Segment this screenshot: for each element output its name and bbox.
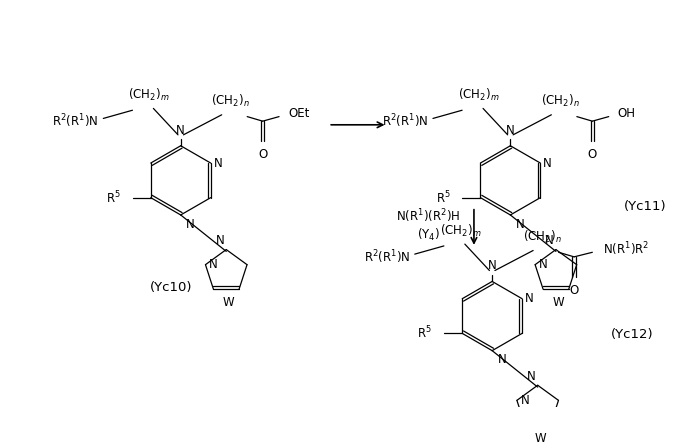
Text: R$^5$: R$^5$ [417,325,432,341]
Text: (Yc10): (Yc10) [150,281,193,293]
Text: (Yc12): (Yc12) [610,328,653,341]
Text: O: O [258,148,267,162]
Text: N: N [213,157,222,170]
Text: (CH$_2$)$_m$: (CH$_2$)$_m$ [458,87,499,103]
Text: N: N [539,258,547,271]
Text: N: N [521,394,529,407]
Text: N: N [488,259,496,272]
Text: N: N [216,234,224,247]
Text: O: O [588,148,597,162]
Text: N(R$^1$)R$^2$: N(R$^1$)R$^2$ [603,241,649,258]
Text: N: N [545,234,554,247]
Text: R$^2$(R$^1$)N: R$^2$(R$^1$)N [382,112,428,130]
Text: R$^5$: R$^5$ [435,189,450,206]
Text: N: N [506,123,514,137]
Text: N: N [525,292,533,305]
Text: (CH$_2$)$_n$: (CH$_2$)$_n$ [523,229,561,245]
Text: (CH$_2$)$_n$: (CH$_2$)$_n$ [212,93,250,109]
Text: OEt: OEt [288,107,310,120]
Text: R$^5$: R$^5$ [106,189,121,206]
Text: R$^2$(R$^1$)N: R$^2$(R$^1$)N [363,248,410,266]
Text: N: N [176,123,185,137]
Text: N: N [543,157,552,170]
Text: (CH$_2$)$_n$: (CH$_2$)$_n$ [541,93,579,109]
Text: N(R$^1$)(R$^2$)H
(Y$_4$): N(R$^1$)(R$^2$)H (Y$_4$) [396,207,461,243]
Text: (CH$_2$)$_m$: (CH$_2$)$_m$ [128,87,170,103]
Text: N: N [186,218,195,231]
Text: W: W [534,432,546,444]
Text: R$^2$(R$^1$)N: R$^2$(R$^1$)N [52,112,99,130]
Text: W: W [553,297,564,309]
Text: (CH$_2$)$_m$: (CH$_2$)$_m$ [440,222,481,238]
Text: W: W [223,297,235,309]
Text: N: N [527,369,536,383]
Text: N: N [498,353,506,366]
Text: (Yc11): (Yc11) [624,200,667,213]
Text: N: N [516,218,524,231]
Text: OH: OH [618,107,636,120]
Text: O: O [570,284,579,297]
Text: N: N [209,258,218,271]
